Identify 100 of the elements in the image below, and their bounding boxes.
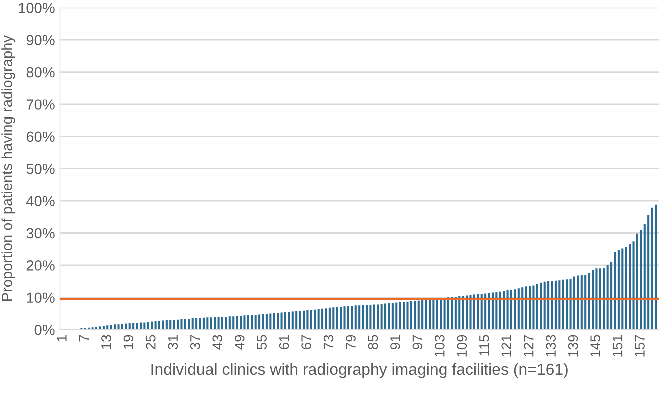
x-tick-label: 85 xyxy=(368,335,378,350)
bar xyxy=(566,280,568,330)
bar xyxy=(99,326,102,330)
bar xyxy=(284,312,287,330)
bar xyxy=(488,293,490,330)
bar xyxy=(562,280,564,330)
x-tick-label: 67 xyxy=(302,335,312,350)
bar xyxy=(170,320,172,330)
bar xyxy=(196,318,198,330)
bar xyxy=(410,301,412,330)
bar xyxy=(466,296,468,330)
x-tick-label: 151 xyxy=(612,335,623,357)
bar xyxy=(296,311,298,330)
bar xyxy=(548,282,550,330)
x-tick-label: 37 xyxy=(190,335,200,350)
bar xyxy=(510,290,513,330)
bar xyxy=(236,316,238,330)
bar xyxy=(154,321,157,330)
x-tick-label: 43 xyxy=(212,335,223,350)
x-tick-label: 127 xyxy=(524,335,534,357)
bar xyxy=(351,306,354,330)
bar xyxy=(551,282,554,330)
bar xyxy=(258,314,261,330)
bar xyxy=(188,319,190,330)
bar xyxy=(132,323,135,330)
bar xyxy=(221,316,224,330)
bar xyxy=(266,314,268,330)
bar xyxy=(228,316,231,330)
bar xyxy=(306,310,309,330)
bar xyxy=(406,302,409,330)
bar xyxy=(380,304,383,330)
bar xyxy=(484,294,487,330)
bar xyxy=(532,286,535,330)
bar xyxy=(577,276,580,330)
x-tick-label: 73 xyxy=(324,335,334,350)
bar xyxy=(199,318,202,330)
bar xyxy=(592,270,594,330)
bar xyxy=(299,311,302,330)
bar xyxy=(554,280,557,330)
bar xyxy=(370,305,372,330)
bar xyxy=(503,291,506,330)
bar xyxy=(596,268,598,330)
x-tick-label: 55 xyxy=(257,335,267,350)
x-tick-label: 133 xyxy=(546,335,556,357)
bar xyxy=(240,316,242,330)
bar xyxy=(403,302,406,330)
bar xyxy=(158,321,161,330)
x-tick-label: 1 xyxy=(57,335,67,342)
bar xyxy=(340,306,342,330)
bar xyxy=(640,230,642,330)
bar xyxy=(651,208,654,330)
bar xyxy=(192,318,194,330)
bar xyxy=(292,312,294,330)
bar xyxy=(506,290,509,330)
x-tick-label: 145 xyxy=(590,335,600,357)
bar xyxy=(114,324,116,330)
bar xyxy=(580,275,583,330)
y-tick-label: 50% xyxy=(26,164,55,174)
x-tick-label: 103 xyxy=(434,335,445,357)
bar xyxy=(144,322,146,330)
y-tick-label: 10% xyxy=(27,292,55,304)
bar xyxy=(162,320,164,330)
bar xyxy=(336,307,338,330)
bar xyxy=(310,310,312,330)
bar xyxy=(332,308,335,330)
bar xyxy=(128,323,131,330)
bar xyxy=(454,296,457,330)
bar xyxy=(570,278,572,330)
bar xyxy=(166,320,168,330)
bar xyxy=(180,320,183,330)
bar xyxy=(618,250,620,330)
y-tick-label: 0% xyxy=(34,324,55,336)
bar xyxy=(325,308,328,330)
bar xyxy=(648,215,650,330)
bar xyxy=(244,316,246,330)
bar xyxy=(202,318,205,330)
bar xyxy=(388,303,390,330)
x-tick-label: 139 xyxy=(568,335,578,357)
bar xyxy=(529,286,532,330)
bar xyxy=(414,301,416,330)
bar xyxy=(573,276,576,330)
bar xyxy=(480,294,483,330)
bar xyxy=(121,324,124,330)
bar xyxy=(225,316,228,330)
bar xyxy=(462,296,464,330)
bar xyxy=(418,300,420,330)
bar xyxy=(544,282,546,330)
bar xyxy=(599,268,602,330)
x-tick-label: 19 xyxy=(124,335,134,350)
bar xyxy=(288,312,290,330)
bar xyxy=(106,326,109,330)
bar xyxy=(262,314,264,330)
bar xyxy=(629,244,632,330)
bar xyxy=(151,322,154,330)
x-tick-label: 7 xyxy=(79,335,89,342)
bar xyxy=(251,315,254,330)
bar xyxy=(536,284,538,330)
bar xyxy=(525,286,528,330)
bar xyxy=(654,204,658,330)
bar xyxy=(173,320,176,330)
